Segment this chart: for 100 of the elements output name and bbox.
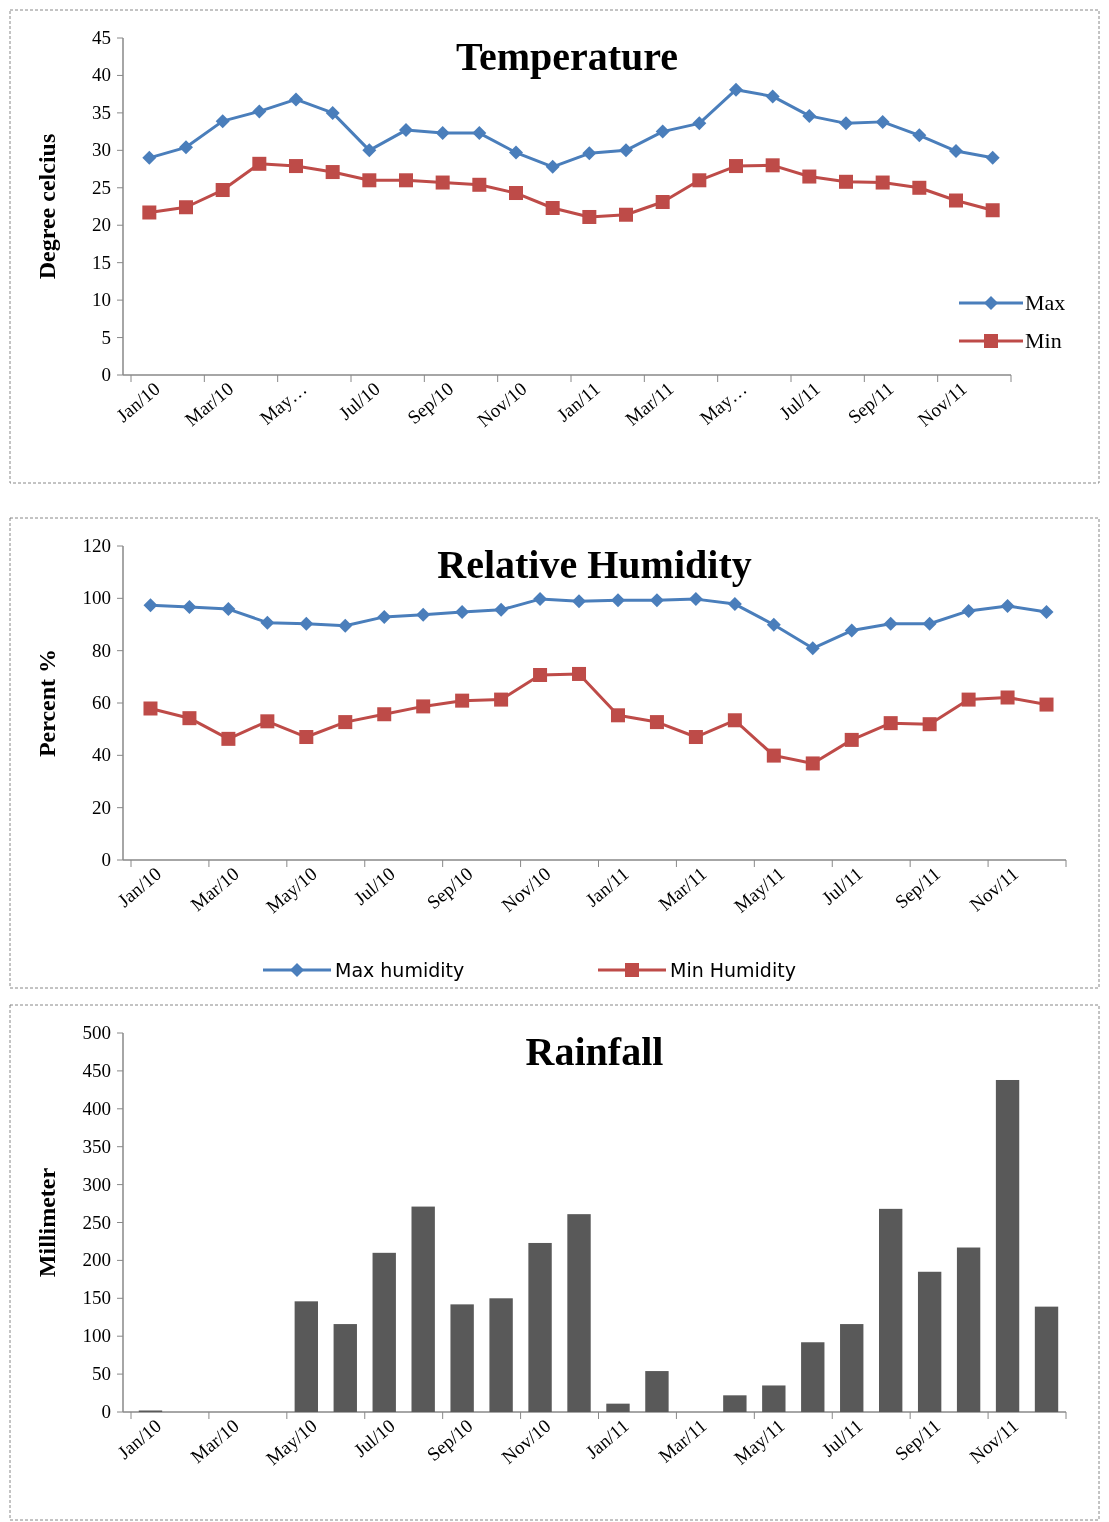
point [922,717,937,732]
point [766,748,781,763]
point [338,715,353,730]
y-tick-label: 10 [92,289,111,311]
point [399,173,413,188]
point [182,711,197,726]
point [325,105,340,120]
bar [372,1252,396,1412]
point [142,150,157,165]
point [692,116,707,131]
bar [995,1080,1020,1412]
legend-label: Min Humidity [670,959,796,981]
chart-title: Temperature [455,34,679,79]
point [509,186,523,201]
point [221,602,236,617]
point [260,615,275,630]
point [143,701,158,716]
y-tick-label: 100 [82,1325,111,1347]
point [1000,690,1015,705]
point [362,173,377,188]
bar [917,1271,942,1412]
legend-label: Max [1025,290,1066,315]
point [545,159,560,174]
y-tick-label: 15 [92,251,111,273]
point [961,692,976,707]
point [619,143,633,158]
point [839,116,853,131]
point [805,641,820,656]
y-tick-label: 0 [101,1401,111,1422]
point [399,123,413,138]
y-tick-label: 300 [82,1173,111,1195]
bar [606,1403,630,1412]
point [435,175,450,190]
point [142,205,157,220]
point [729,82,743,97]
point [455,604,470,619]
bar [879,1208,903,1412]
point [1039,697,1054,712]
y-tick-label: 35 [92,101,111,123]
point [765,89,780,104]
point [839,174,853,189]
y-tick-label: 40 [92,64,111,86]
point [299,616,314,631]
y-axis-title: Degree celcius [34,133,60,280]
bar [294,1301,318,1412]
point [260,714,275,729]
bar [411,1206,435,1412]
point [472,177,487,192]
bar [645,1371,669,1412]
point [805,756,820,771]
point [252,104,267,119]
y-tick-label: 20 [92,796,111,818]
point [221,731,236,746]
chart-title: Relative Humidity [437,542,752,587]
y-tick-label: 45 [92,27,111,48]
point [289,159,303,174]
point [494,602,509,617]
point [655,195,670,210]
y-tick-label: 450 [82,1059,111,1081]
point [610,708,625,723]
point [582,209,597,224]
y-tick-label: 50 [92,1363,111,1385]
point [455,693,470,708]
legend-label: Max humidity [335,959,465,981]
point [182,599,197,614]
point [985,203,1000,218]
point [729,159,743,174]
legend-label: Min [1025,328,1062,353]
y-tick-label: 20 [92,214,111,236]
bar [489,1298,513,1412]
point [985,150,1000,165]
point [692,173,707,188]
y-tick-label: 80 [92,639,111,661]
point [215,183,230,198]
bar [762,1385,786,1412]
y-tick-label: 120 [82,535,111,556]
point [949,193,963,208]
point [252,156,267,171]
point [912,128,927,143]
point [655,124,670,139]
bar [723,1395,747,1412]
chart-title: Rainfall [525,1029,664,1074]
point [582,146,597,161]
y-tick-label: 30 [92,139,111,161]
point [688,592,703,607]
point [844,623,859,638]
point [509,145,523,160]
point [883,616,898,631]
y-tick-label: 40 [92,744,111,766]
bar [333,1324,357,1412]
point [949,144,963,159]
bar [801,1342,825,1412]
point [727,597,742,612]
bar [450,1304,474,1412]
point [377,707,392,722]
point [572,666,587,681]
y-tick-label: 500 [82,1022,111,1043]
point [545,201,560,215]
y-tick-label: 60 [92,692,111,713]
point [1000,598,1015,613]
